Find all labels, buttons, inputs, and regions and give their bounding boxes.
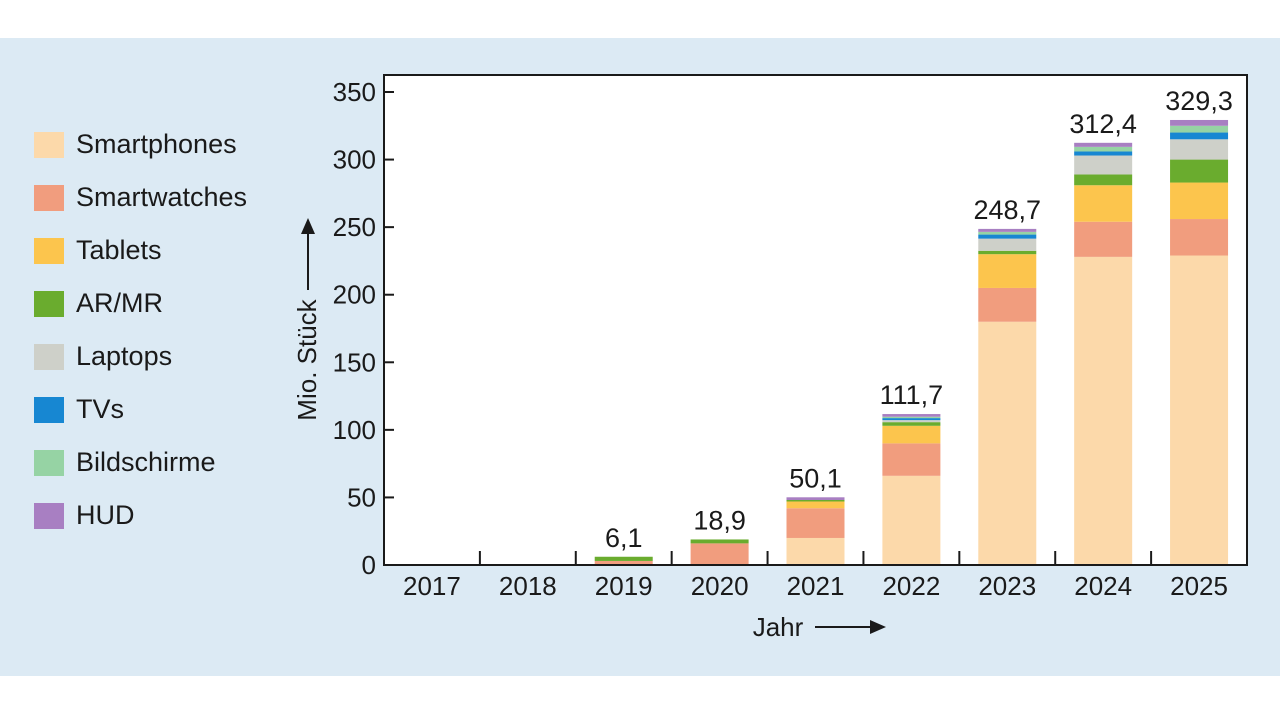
x-tick-label: 2023: [978, 571, 1036, 601]
x-tick-label: 2020: [691, 571, 749, 601]
y-axis-arrow: [301, 218, 315, 290]
bar-segment-smartwatches-2024: [1074, 221, 1133, 257]
bar-segment-laptops-2023: [978, 238, 1037, 251]
legend-swatch: [34, 449, 64, 476]
legend-label: Laptops: [76, 341, 173, 371]
legend-item-ar-mr: AR/MR: [34, 277, 247, 330]
bar-segment-tvs-2024: [1074, 151, 1133, 156]
y-tick-label: 100: [333, 415, 376, 445]
x-tick-label: 2018: [499, 571, 557, 601]
bar-segment-tvs-2025: [1170, 132, 1229, 140]
legend-item-smartwatches: Smartwatches: [34, 171, 247, 224]
bar-segment-tvs-2022: [882, 418, 941, 421]
bar-segment-hud-2023: [978, 228, 1037, 232]
legend-item-tvs: TVs: [34, 383, 247, 436]
bar-segment-smartphones-2025: [1170, 255, 1229, 565]
bar-segment-tvs-2023: [978, 234, 1037, 239]
x-tick-label: 2019: [595, 571, 653, 601]
bar-totals: 6,1 18,9 50,1 111,7 248,7 312,4 329,3: [605, 86, 1233, 553]
legend-swatch: [34, 396, 64, 423]
bar-segment-tablets-2022: [882, 425, 941, 444]
bar-segment-laptops-2025: [1170, 139, 1229, 160]
bar-segment-smartwatches-2022: [882, 443, 941, 476]
bar-segment-ar-mr-2019: [594, 556, 653, 561]
legend-item-laptops: Laptops: [34, 330, 247, 383]
bar-segment-smartwatches-2021: [786, 508, 845, 538]
bar-segment-ar-mr-2023: [978, 250, 1037, 255]
bar-segment-smartwatches-2019: [594, 560, 653, 565]
bar-segment-hud-2022: [882, 414, 941, 417]
x-tick-label: 2024: [1074, 571, 1132, 601]
x-tick-label: 2022: [882, 571, 940, 601]
legend-label: Bildschirme: [76, 447, 216, 477]
bar-total-label: 18,9: [693, 505, 746, 535]
bar-total-label: 6,1: [605, 523, 643, 553]
bar-segment-smartphones-2021: [786, 537, 845, 565]
legend-label: HUD: [76, 500, 135, 530]
bar-total-label: 329,3: [1165, 86, 1233, 116]
legend-label: Smartwatches: [76, 182, 248, 212]
x-tick-label: 2025: [1170, 571, 1228, 601]
legend-swatch: [34, 502, 64, 529]
legend-swatch: [34, 237, 64, 264]
y-tick-label: 300: [333, 145, 376, 175]
bar-segment-bildschirme-2024: [1074, 146, 1133, 152]
legend-label: Smartphones: [76, 129, 237, 159]
bar-segment-bildschirme-2022: [882, 416, 941, 419]
bar-segment-tablets-2023: [978, 254, 1037, 288]
y-tick-label: 50: [347, 482, 376, 512]
bar-segment-smartwatches-2023: [978, 287, 1037, 322]
legend-item-smartphones: Smartphones: [34, 118, 247, 171]
y-tick-label: 350: [333, 77, 376, 107]
bar-segment-smartwatches-2020: [690, 543, 749, 565]
legend-label: Tablets: [76, 235, 162, 265]
legend-swatch: [34, 290, 64, 317]
bar-segment-ar-mr-2025: [1170, 159, 1229, 183]
bar-total-label: 50,1: [789, 463, 842, 493]
bars-group: [594, 119, 1229, 565]
bar-segment-hud-2024: [1074, 142, 1133, 147]
bar-segment-tablets-2025: [1170, 182, 1229, 220]
bar-segment-tablets-2021: [786, 501, 845, 509]
y-axis-label: Mio. Stück: [292, 298, 322, 420]
bar-segment-smartphones-2022: [882, 475, 941, 565]
bar-segment-bildschirme-2023: [978, 231, 1037, 235]
legend-swatch: [34, 343, 64, 370]
legend-label: TVs: [76, 394, 125, 424]
x-axis-label: Jahr: [753, 612, 804, 642]
legend-item-bildschirme: Bildschirme: [34, 436, 247, 489]
x-axis-arrow: [815, 620, 886, 634]
legend-swatch: [34, 131, 64, 158]
legend-item-tablets: Tablets: [34, 224, 247, 277]
bar-segment-ar-mr-2022: [882, 422, 941, 426]
bar-segment-laptops-2022: [882, 420, 941, 423]
x-tick-label: 2021: [787, 571, 845, 601]
bar-segment-bildschirme-2025: [1170, 125, 1229, 133]
y-tick-label: 200: [333, 280, 376, 310]
bar-segment-hud-2021: [786, 497, 845, 500]
x-tick-label: 2017: [403, 571, 461, 601]
y-tick-label: 250: [333, 212, 376, 242]
y-axis: 0 50 100 150 200 250 300 350: [333, 77, 394, 580]
bar-segment-laptops-2024: [1074, 155, 1133, 175]
bar-total-label: 312,4: [1069, 109, 1137, 139]
legend-item-hud: HUD: [34, 489, 247, 542]
bar-segment-smartphones-2023: [978, 321, 1037, 565]
y-tick-label: 0: [362, 550, 376, 580]
bar-segment-ar-mr-2024: [1074, 174, 1133, 186]
bar-total-label: 248,7: [973, 195, 1041, 225]
bar-total-label: 111,7: [880, 380, 944, 410]
bar-segment-ar-mr-2020: [690, 539, 749, 544]
legend: Smartphones Smartwatches Tablets AR/MR Lapto…: [34, 118, 247, 542]
bar-segment-tablets-2024: [1074, 185, 1133, 222]
y-tick-label: 150: [333, 347, 376, 377]
bar-segment-smartwatches-2025: [1170, 219, 1229, 256]
x-axis: 2017 2018 2019 2020 2021 2022 2023 2024 2025: [403, 551, 1228, 601]
bar-segment-ar-mr-2021: [786, 499, 845, 502]
bar-segment-smartphones-2024: [1074, 256, 1133, 565]
legend-swatch: [34, 184, 64, 211]
bar-segment-hud-2025: [1170, 119, 1229, 126]
legend-label: AR/MR: [76, 288, 163, 318]
